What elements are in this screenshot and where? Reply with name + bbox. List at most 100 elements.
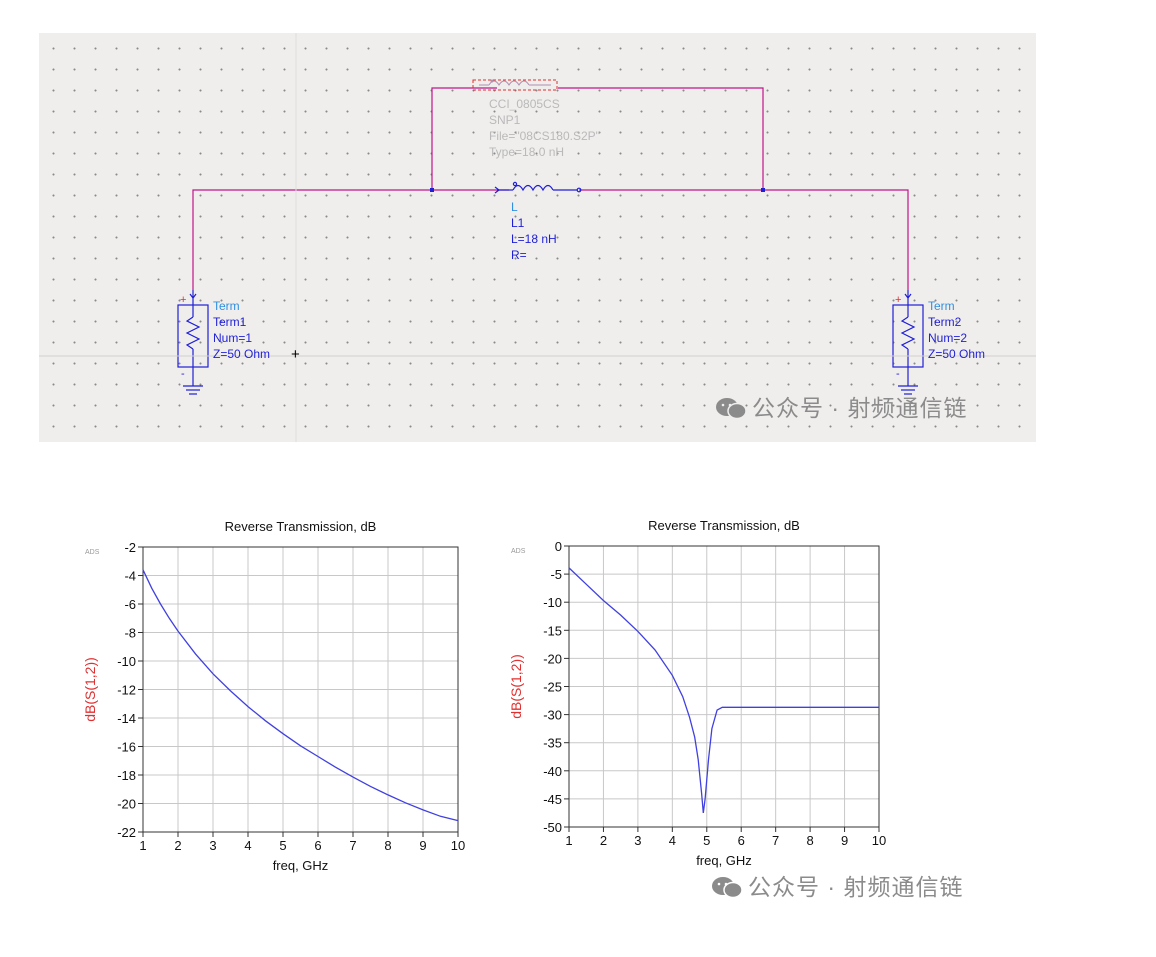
y-tick-label: -5	[550, 567, 562, 582]
inductor-label-2: L=18 nH	[511, 232, 557, 246]
series-line-0	[568, 567, 879, 813]
x-tick-label: 3	[209, 838, 216, 853]
inductor-l1[interactable]	[494, 181, 582, 194]
watermark-top: 公众号 · 射频通信链	[714, 389, 967, 423]
term2-symbol[interactable]	[892, 290, 924, 395]
x-tick-label: 2	[174, 838, 181, 853]
x-tick-label: 10	[451, 838, 465, 853]
x-tick-label: 5	[703, 833, 710, 848]
snp1-label-1: SNP1	[489, 113, 521, 127]
term2-label-2: Num=2	[928, 331, 968, 345]
term2-plus: +	[895, 294, 901, 306]
x-tick-label: 4	[669, 833, 676, 848]
y-tick-label: -2	[124, 540, 136, 555]
x-tick-label: 8	[806, 833, 813, 848]
inductor-label-3: R=	[511, 248, 527, 262]
y-tick-label: -20	[543, 651, 562, 666]
series-line-0	[142, 569, 459, 822]
x-tick-label: 10	[872, 833, 886, 848]
snp1-label-0: CCI_0805CS	[489, 97, 560, 111]
x-tick-label: 8	[384, 838, 391, 853]
term1-label-2: Num=1	[213, 331, 253, 345]
chart-right: 1 2 3 4 5 6 7 8 9 10 -50 -45 -40 -35 -30 -25 -20 -15 -10 -5…	[500, 470, 920, 910]
watermark-bottom: 公众号 · 射频通信链	[710, 868, 963, 902]
corner-label: ADS	[85, 549, 100, 556]
y-tick-label: -4	[124, 569, 136, 584]
term1-label-1: Term1	[213, 315, 247, 329]
x-tick-label: 9	[419, 838, 426, 853]
y-tick-label: -12	[117, 683, 136, 698]
chart-0-svg: 1 2 3 4 5 6 7 8 9 10 -22 -20 -18 -16 -14 -12 -10 -8 -6 -4 -2…	[82, 519, 465, 873]
x-tick-label: 4	[244, 838, 251, 853]
y-tick-label: -25	[543, 680, 562, 695]
y-tick-label: -45	[543, 792, 562, 807]
wire-top-loop	[431, 87, 497, 190]
inductor-label-0: L	[511, 200, 518, 214]
term1-symbol[interactable]	[177, 290, 209, 395]
schematic-canvas[interactable]: + - + - CCI_0805CS SNP1 File="08CS180.S2…	[39, 33, 1036, 442]
watermark-text: 公众号 · 射频通信链	[748, 874, 964, 900]
y-tick-label: -35	[543, 736, 562, 751]
term1-label-3: Z=50 Ohm	[213, 347, 271, 361]
term1-plus: +	[180, 294, 186, 306]
wires	[192, 87, 909, 290]
chart-left: 1 2 3 4 5 6 7 8 9 10 -22 -20 -18 -16 -14 -12 -10 -8 -6 -4 -2…	[0, 470, 560, 910]
x-tick-label: 5	[279, 838, 286, 853]
wire-right	[579, 189, 909, 290]
chart-title: Reverse Transmission, dB	[225, 519, 377, 534]
wechat-icon	[712, 877, 743, 898]
term1-minus: -	[181, 368, 185, 380]
x-tick-label: 9	[841, 833, 848, 848]
y-tick-label: -8	[124, 626, 136, 641]
x-axis-label: freq, GHz	[273, 858, 329, 873]
term2-label-1: Term2	[928, 315, 962, 329]
x-tick-label: 3	[634, 833, 641, 848]
y-axis-label: dB(S(1,2))	[508, 654, 524, 719]
y-tick-label: -14	[117, 711, 136, 726]
term1-labels: Term Term1 Num=1 Z=50 Ohm	[213, 298, 270, 362]
y-tick-label: -20	[117, 797, 136, 812]
wire-top-loop-right	[558, 87, 764, 190]
x-tick-label: 7	[772, 833, 779, 848]
x-tick-label: 6	[314, 838, 321, 853]
y-tick-label: 0	[555, 539, 562, 554]
chart-title: Reverse Transmission, dB	[648, 518, 800, 533]
inductor-labels: L L1 L=18 nH R=	[511, 199, 557, 263]
y-tick-label: -50	[543, 820, 562, 835]
x-tick-label: 1	[139, 838, 146, 853]
x-tick-label: 1	[565, 833, 572, 848]
term1-label-0: Term	[213, 299, 240, 313]
x-tick-label: 6	[738, 833, 745, 848]
inductor-label-1: L1	[511, 216, 525, 230]
y-tick-label: -10	[543, 595, 562, 610]
snp1-label-3: Type=18.0 nH	[489, 145, 565, 159]
term2-minus: -	[896, 368, 900, 380]
y-tick-label: -10	[117, 654, 136, 669]
y-axis-label: dB(S(1,2))	[82, 657, 98, 722]
y-tick-label: -22	[117, 825, 136, 840]
schematic-drawing[interactable]: + - + -	[39, 33, 1036, 442]
y-tick-label: -15	[543, 623, 562, 638]
chart-1-svg: 1 2 3 4 5 6 7 8 9 10-50-45-40-35-30-25-20-15-10-5…	[508, 518, 886, 868]
snp1-labels: CCI_0805CS SNP1 File="08CS180.S2P" Type=…	[489, 96, 600, 160]
y-tick-label: -40	[543, 764, 562, 779]
wire-left	[192, 189, 509, 290]
watermark-text: 公众号 · 射频通信链	[752, 395, 968, 421]
corner-label: ADS	[511, 548, 526, 555]
term2-labels: Term Term2 Num=2 Z=50 Ohm	[928, 298, 985, 362]
y-tick-label: -30	[543, 708, 562, 723]
y-tick-label: -16	[117, 740, 136, 755]
junction-dot	[761, 188, 765, 192]
x-axis-label: freq, GHz	[696, 853, 752, 868]
snp1-component[interactable]	[472, 79, 558, 91]
cursor-crosshair: +	[291, 346, 300, 363]
y-tick-label: -18	[117, 768, 136, 783]
term2-label-3: Z=50 Ohm	[928, 347, 986, 361]
term2-label-0: Term	[928, 299, 955, 313]
x-tick-label: 7	[349, 838, 356, 853]
snp1-label-2: File="08CS180.S2P"	[489, 129, 600, 143]
x-tick-label: 2	[600, 833, 607, 848]
y-tick-label: -6	[124, 597, 136, 612]
junction-dot	[430, 188, 434, 192]
wechat-icon	[716, 398, 747, 419]
